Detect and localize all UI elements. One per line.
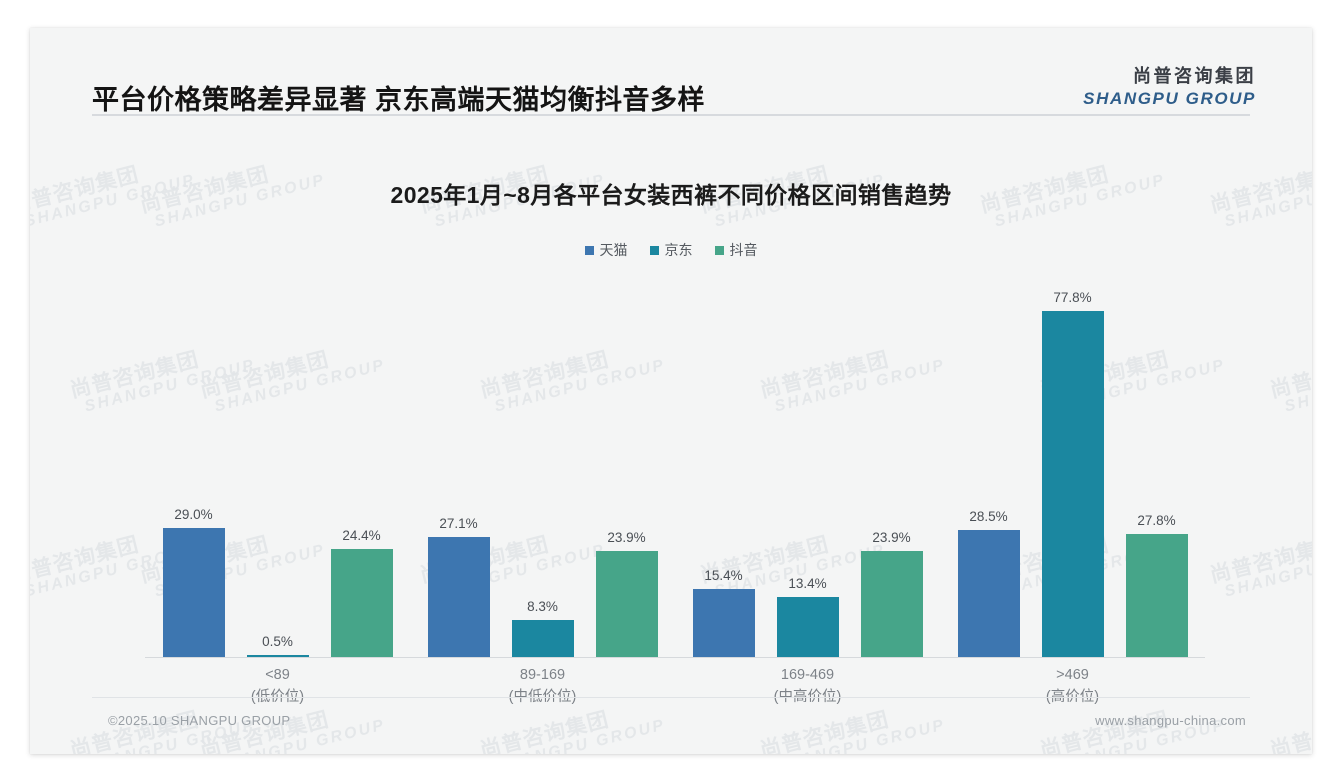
header-divider [92,114,1250,116]
bar-抖音[interactable] [595,550,658,657]
bar-column: 27.8% [1125,276,1188,657]
chart-plot-area: 29.0% 0.5% 24.4% 27.1% 8.3% 23.9% 15.4% 13.4% 23… [115,276,1225,658]
bar-column: 15.4% [692,276,755,657]
x-axis-tick-range: 89-169 [519,667,566,683]
legend-item-1[interactable]: 天猫 [584,240,628,260]
bar-天猫[interactable] [692,588,755,657]
bar-column: 23.9% [860,276,923,657]
bar-value-label: 13.4% [788,576,827,592]
legend-item-3[interactable]: 抖音 [714,240,758,260]
x-axis-tick-range: 169-469 [780,667,835,683]
bar-group-2: 27.1% 8.3% 23.9% [410,276,675,657]
bar-天猫[interactable] [427,536,490,657]
x-axis-tick-range: >469 [1056,667,1089,683]
bar-column: 27.1% [427,276,490,657]
bar-value-label: 28.5% [969,509,1008,525]
logo-english-text: SHANGPU GROUP [1083,88,1256,108]
bar-value-label: 77.8% [1053,290,1092,306]
bar-抖音[interactable] [1125,533,1188,657]
watermark-english: SHANGPU GROUP [1283,717,1312,754]
x-axis-tick-3: 169-469 (中高价位) [675,664,940,709]
footer-website: www.shangpu-china.com [1095,713,1246,728]
legend-label: 京东 [664,242,693,258]
x-axis-tick-4: >469 (高价位) [940,664,1205,709]
bar-value-label: 24.4% [342,527,381,543]
bar-column: 8.3% [511,276,574,657]
bar-天猫[interactable] [162,528,225,657]
bar-value-label: 27.1% [439,515,478,531]
bar-group-4: 28.5% 77.8% 27.8% [940,276,1205,657]
bar-value-label: 23.9% [607,529,646,545]
watermark-english: SHANGPU GROUP [492,716,668,754]
bar-抖音[interactable] [330,548,393,657]
bar-group-1: 29.0% 0.5% 24.4% [145,276,410,657]
page-title: 平台价格策略差异显著 京东高端天猫均衡抖音多样 [92,85,706,115]
bar-column: 77.8% [1041,276,1104,657]
bar-value-label: 23.9% [872,529,911,545]
watermark-english: SHANGPU GROUP [1282,357,1312,416]
bar-column: 23.9% [595,276,658,657]
watermark-chinese: 尚普咨询集团 [1267,708,1312,754]
bar-groups: 29.0% 0.5% 24.4% 27.1% 8.3% 23.9% 15.4% 13.4% 23… [145,276,1205,657]
bar-column: 29.0% [162,276,225,657]
x-axis-tick-range: <89 [265,667,290,683]
bar-京东[interactable] [246,654,309,657]
footer-divider [92,697,1250,698]
x-axis-tick-2: 89-169 (中低价位) [410,664,675,709]
legend-item-2[interactable]: 京东 [649,240,693,260]
bar-京东[interactable] [511,620,574,657]
x-axis-labels: <89 (低价位) 89-169 (中低价位) 169-469 (中高价位) >469 (高价… [145,664,1205,709]
bar-column: 24.4% [330,276,393,657]
chart-legend: 天猫 京东 抖音 [30,240,1312,260]
bar-天猫[interactable] [957,530,1020,657]
bar-group-3: 15.4% 13.4% 23.9% [675,276,940,657]
legend-label: 天猫 [599,242,628,258]
legend-swatch-icon [649,245,659,255]
bar-京东[interactable] [776,597,839,657]
legend-label: 抖音 [729,242,758,258]
legend-swatch-icon [714,245,724,255]
legend-swatch-icon [584,245,594,255]
watermark-english: SHANGPU GROUP [1222,542,1312,601]
bar-value-label: 0.5% [262,633,293,649]
footer-copyright: ©2025.10 SHANGPU GROUP [108,713,291,728]
bar-value-label: 27.8% [1137,512,1176,528]
brand-logo: 尚普咨询集团 SHANGPU GROUP [1083,66,1256,109]
x-axis-tick-1: <89 (低价位) [145,664,410,709]
watermark-chinese: 尚普咨询集团 [1267,348,1312,403]
slide-header: 平台价格策略差异显著 京东高端天猫均衡抖音多样 尚普咨询集团 SHANGPU G… [30,28,1312,116]
bar-column: 0.5% [246,276,309,657]
watermark-english: SHANGPU GROUP [772,716,948,754]
bar-京东[interactable] [1041,311,1104,657]
bar-value-label: 29.0% [174,507,213,523]
bar-value-label: 15.4% [704,567,743,583]
slide-card: 尚普咨询集团 SHANGPU GROUP 尚普咨询集团 SHANGPU GROUP 尚普… [30,28,1312,754]
x-axis-line [145,657,1205,658]
bar-column: 13.4% [776,276,839,657]
chart-title: 2025年1月~8月各平台女装西裤不同价格区间销售趋势 [390,182,952,208]
bar-抖音[interactable] [860,550,923,657]
logo-chinese-text: 尚普咨询集团 [1133,66,1256,86]
bar-value-label: 8.3% [527,599,558,615]
bar-column: 28.5% [957,276,1020,657]
